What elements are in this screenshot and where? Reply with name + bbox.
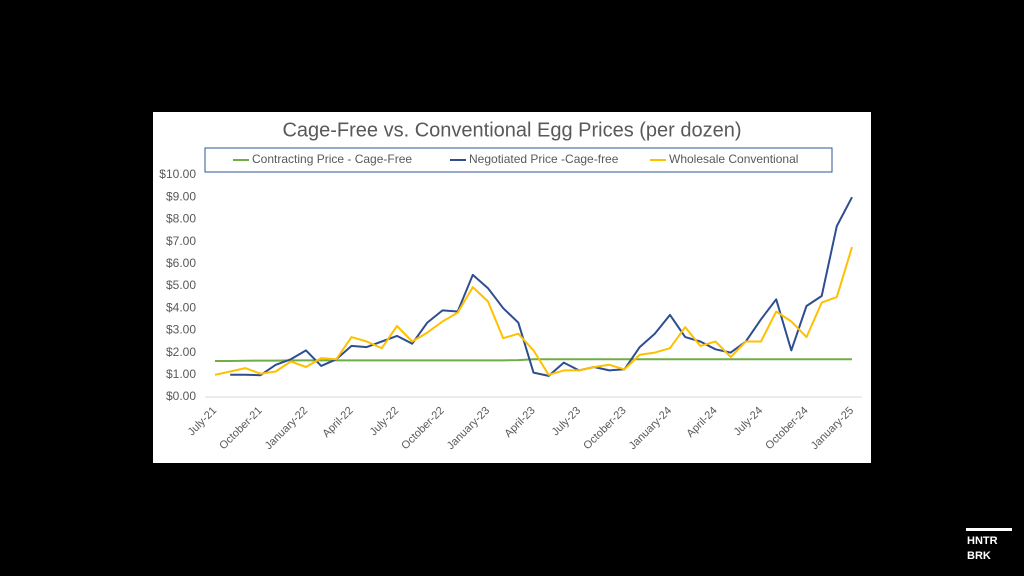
y-tick-label: $1.00 bbox=[166, 367, 196, 381]
legend-label: Contracting Price - Cage-Free bbox=[252, 152, 412, 166]
logo-text: HNTR bbox=[967, 535, 998, 547]
y-tick-label: $0.00 bbox=[166, 389, 196, 403]
series-line bbox=[215, 358, 852, 362]
series-line bbox=[230, 196, 853, 377]
y-tick-label: $10.00 bbox=[159, 167, 196, 181]
logo-text: BRK bbox=[967, 550, 991, 562]
legend-box bbox=[204, 147, 833, 173]
series-line bbox=[214, 246, 853, 376]
chart-title: Cage-Free vs. Conventional Egg Prices (p… bbox=[282, 119, 741, 141]
legend-label: Negotiated Price -Cage-free bbox=[469, 152, 619, 166]
legend-label: Wholesale Conventional bbox=[669, 152, 798, 166]
y-tick-label: $2.00 bbox=[166, 345, 196, 359]
y-tick-label: $5.00 bbox=[166, 278, 196, 292]
chart-area bbox=[153, 112, 871, 463]
y-tick-label: $9.00 bbox=[166, 189, 196, 203]
y-tick-label: $6.00 bbox=[166, 256, 196, 270]
logo-bar bbox=[966, 528, 1012, 531]
y-tick-label: $4.00 bbox=[166, 300, 196, 314]
y-tick-label: $8.00 bbox=[166, 212, 196, 226]
y-tick-label: $3.00 bbox=[166, 323, 196, 337]
y-tick-label: $7.00 bbox=[166, 234, 196, 248]
